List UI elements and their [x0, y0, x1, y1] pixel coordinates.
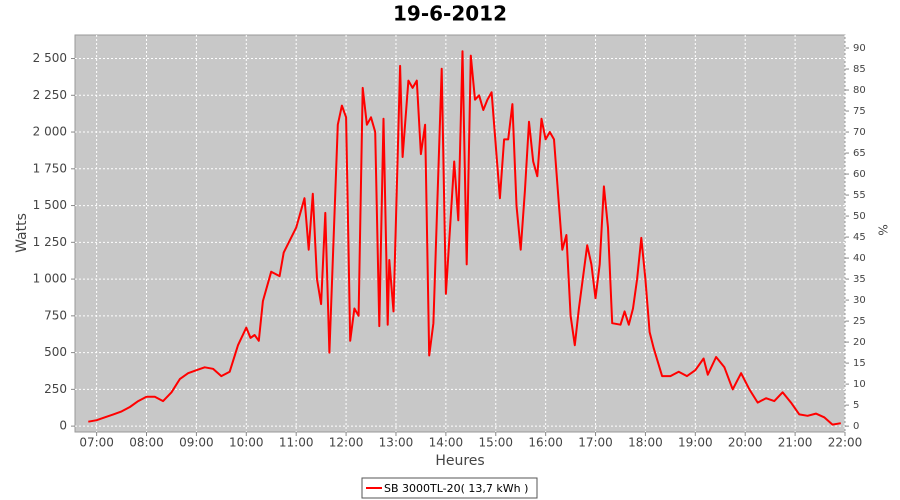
y2-tick-label: 15 [853, 358, 866, 369]
y2-tick-label: 5 [853, 400, 859, 411]
y2-tick-label: 20 [853, 337, 866, 348]
y2-tick-label: 85 [853, 64, 866, 75]
y2-tick-label: 70 [853, 127, 866, 138]
x-tick-label: 11:00 [279, 436, 314, 450]
y2-tick-label: 35 [853, 274, 866, 285]
line-series [88, 50, 841, 426]
y2-tick-label: 40 [853, 253, 866, 264]
y-tick-label: 1 000 [33, 272, 67, 286]
y2-tick-label: 60 [853, 169, 866, 180]
y2-tick-label: 10 [853, 379, 866, 390]
x-tick-label: 12:00 [329, 436, 364, 450]
chart-title: 19-6-2012 [393, 2, 507, 26]
x-tick-label: 17:00 [578, 436, 613, 450]
y-tick-label: 250 [44, 382, 67, 396]
x-tick-label: 14:00 [429, 436, 464, 450]
y2-tick-label: 30 [853, 295, 866, 306]
y2-tick-label: 0 [853, 421, 859, 432]
y2-axis-label: % [876, 224, 890, 235]
y-tick-label: 1 500 [33, 198, 67, 212]
x-tick-label: 13:00 [379, 436, 414, 450]
y-tick-label: 1 250 [33, 235, 67, 249]
x-tick-label: 07:00 [79, 436, 114, 450]
x-tick-label: 16:00 [528, 436, 563, 450]
y2-tick-label: 80 [853, 85, 866, 96]
legend [361, 477, 538, 499]
x-tick-label: 10:00 [229, 436, 264, 450]
y-tick-label: 2 250 [33, 88, 67, 102]
y2-tick-label: 65 [853, 148, 866, 159]
y2-tick-label: 55 [853, 190, 866, 201]
y-tick-label: 500 [44, 345, 67, 359]
x-tick-label: 08:00 [129, 436, 164, 450]
legend-label: SB 3000TL-20( 13,7 kWh ) [384, 482, 528, 495]
y2-tick-label: 45 [853, 232, 866, 243]
y2-tick-label: 50 [853, 211, 866, 222]
y-tick-label: 2 500 [33, 51, 67, 65]
y-tick-label: 0 [59, 419, 67, 433]
y2-tick-label: 90 [853, 43, 866, 54]
x-tick-label: 15:00 [478, 436, 513, 450]
x-tick-label: 20:00 [728, 436, 763, 450]
y2-tick-label: 25 [853, 316, 866, 327]
x-tick-label: 19:00 [678, 436, 713, 450]
x-tick-label: 18:00 [628, 436, 663, 450]
x-axis-label: Heures [435, 453, 484, 469]
y2-tick-label: 75 [853, 106, 866, 117]
y-tick-label: 1 750 [33, 161, 67, 175]
y-tick-label: 2 000 [33, 125, 67, 139]
plot-area [74, 34, 846, 433]
x-tick-label: 22:00 [828, 436, 863, 450]
y-axis-label: Watts [14, 213, 30, 253]
x-tick-label: 21:00 [778, 436, 813, 450]
x-tick-label: 09:00 [179, 436, 214, 450]
y-tick-label: 750 [44, 308, 67, 322]
